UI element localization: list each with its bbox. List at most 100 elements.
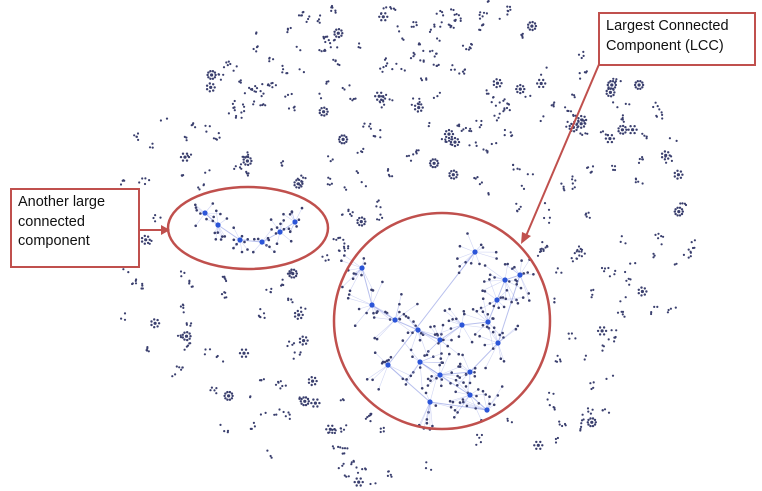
node <box>375 311 378 315</box>
node <box>219 238 223 241</box>
node <box>655 114 658 117</box>
node <box>616 311 620 314</box>
edge <box>519 274 529 294</box>
node <box>453 68 456 71</box>
small-component <box>485 89 495 99</box>
node <box>205 130 208 133</box>
small-component <box>586 165 595 174</box>
small-component <box>143 177 151 186</box>
node <box>613 168 617 172</box>
node <box>133 134 136 137</box>
node <box>609 80 612 83</box>
node <box>281 71 284 74</box>
small-component <box>379 66 385 73</box>
node <box>611 374 615 377</box>
node <box>478 13 481 16</box>
node <box>382 100 385 103</box>
edge <box>371 304 396 321</box>
node <box>474 407 478 410</box>
small-component <box>652 101 661 111</box>
node <box>354 272 358 276</box>
edge <box>482 298 489 323</box>
node <box>386 62 389 65</box>
small-component <box>204 124 211 133</box>
node <box>262 92 265 95</box>
node <box>387 470 390 473</box>
node <box>475 394 478 398</box>
node <box>208 169 211 172</box>
node <box>391 175 394 178</box>
small-component <box>476 433 483 439</box>
node <box>547 208 551 211</box>
small-component <box>300 174 307 183</box>
node <box>538 85 541 89</box>
edge <box>504 279 522 289</box>
node <box>680 208 684 211</box>
node <box>449 140 453 144</box>
node <box>529 94 532 97</box>
node <box>453 416 456 419</box>
node <box>613 340 616 343</box>
node <box>589 412 593 415</box>
node <box>212 215 215 219</box>
node <box>243 240 246 244</box>
node <box>598 326 602 329</box>
node <box>383 360 387 364</box>
edge <box>417 329 439 344</box>
node <box>368 125 371 128</box>
edge <box>461 321 489 326</box>
node <box>214 73 217 77</box>
small-component <box>450 64 454 71</box>
small-component <box>464 126 473 133</box>
node <box>271 81 274 85</box>
node <box>211 70 215 73</box>
node <box>436 159 439 163</box>
edge <box>394 319 419 331</box>
node <box>346 296 350 300</box>
node <box>212 89 215 92</box>
node <box>350 214 353 217</box>
node <box>292 268 296 271</box>
node <box>376 98 379 101</box>
small-component <box>383 57 389 67</box>
node <box>453 136 457 140</box>
node <box>288 274 291 278</box>
edge <box>482 279 506 291</box>
node <box>251 87 254 91</box>
node <box>385 64 388 67</box>
small-component <box>655 111 664 120</box>
node <box>607 94 610 98</box>
small-component <box>379 426 385 434</box>
small-component <box>629 262 637 265</box>
node <box>452 8 455 12</box>
node <box>310 383 313 387</box>
lcc-label-line-2: Component (LCC) <box>606 37 724 54</box>
node <box>341 285 344 289</box>
node <box>577 53 581 56</box>
node <box>532 273 535 276</box>
node <box>209 389 212 392</box>
node <box>332 238 335 241</box>
node <box>506 13 509 16</box>
edge <box>195 212 206 226</box>
node <box>458 72 461 75</box>
node <box>337 445 340 448</box>
node <box>275 226 279 229</box>
node <box>339 399 342 402</box>
node <box>535 440 538 444</box>
node <box>496 394 500 397</box>
node <box>495 119 498 122</box>
node <box>502 360 506 363</box>
node <box>180 275 183 278</box>
small-component <box>433 21 443 28</box>
node <box>516 324 520 328</box>
node <box>340 142 343 145</box>
small-component <box>468 141 478 147</box>
node <box>485 89 488 92</box>
node <box>416 302 419 306</box>
node <box>255 87 259 90</box>
node <box>492 83 496 87</box>
edge <box>402 340 421 363</box>
node <box>576 248 579 252</box>
node <box>664 155 667 158</box>
